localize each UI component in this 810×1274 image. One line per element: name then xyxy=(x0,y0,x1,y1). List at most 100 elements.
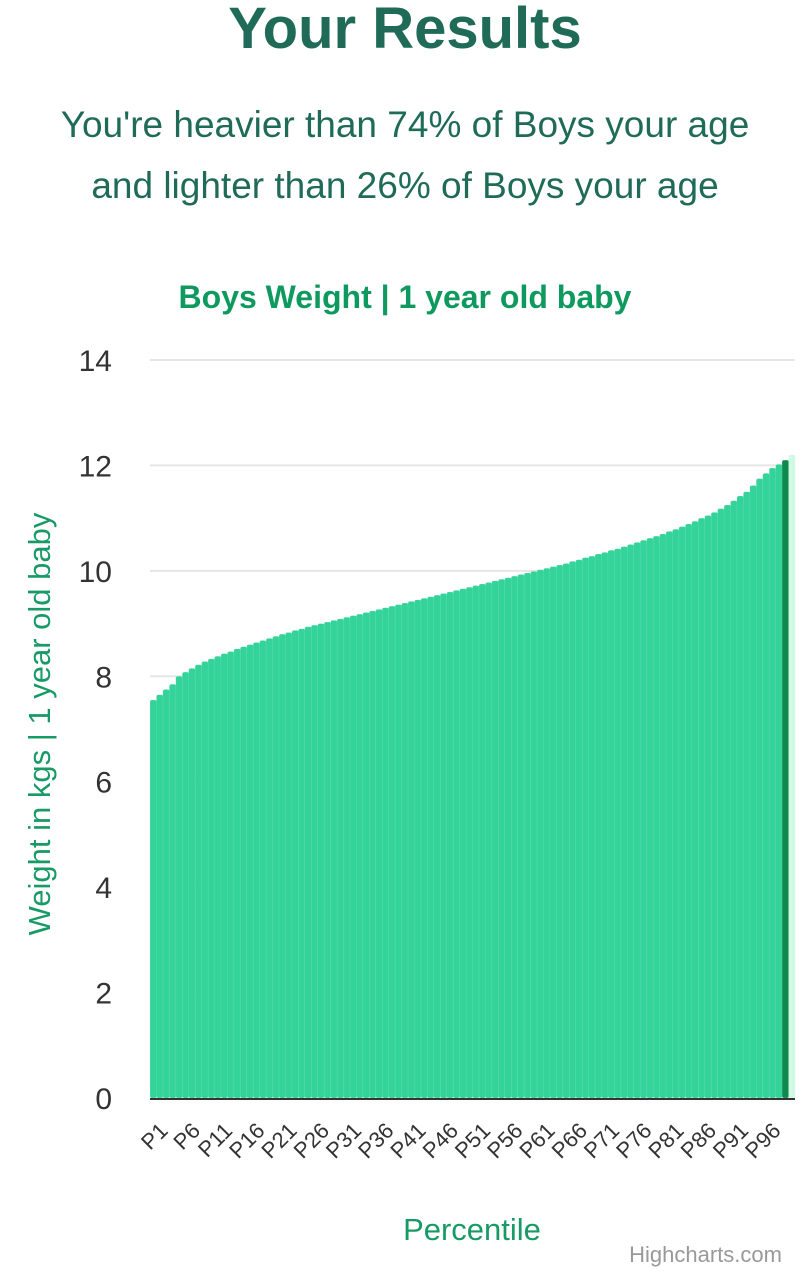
bar[interactable] xyxy=(685,523,693,1099)
bar[interactable] xyxy=(427,596,435,1099)
bar[interactable] xyxy=(246,644,254,1099)
bar[interactable] xyxy=(562,563,570,1099)
bar[interactable] xyxy=(452,590,461,1099)
bar[interactable] xyxy=(517,574,525,1099)
bar[interactable] xyxy=(788,454,796,1098)
bar[interactable] xyxy=(549,566,557,1099)
bar[interactable] xyxy=(388,605,396,1099)
bar[interactable] xyxy=(194,664,203,1099)
bar[interactable] xyxy=(356,613,364,1099)
bar[interactable] xyxy=(523,572,532,1099)
bar[interactable] xyxy=(646,537,654,1099)
bar[interactable] xyxy=(627,544,635,1099)
bar[interactable] xyxy=(614,548,622,1099)
bar[interactable] xyxy=(156,694,164,1099)
bar[interactable] xyxy=(446,591,454,1099)
bar[interactable] xyxy=(511,575,519,1099)
bar[interactable] xyxy=(317,623,325,1099)
bar[interactable] xyxy=(620,546,628,1099)
bar[interactable] xyxy=(652,535,661,1099)
bar[interactable] xyxy=(252,642,261,1099)
bar[interactable] xyxy=(459,588,467,1099)
bar[interactable] xyxy=(265,638,274,1099)
bar[interactable] xyxy=(730,500,738,1099)
bar[interactable] xyxy=(169,683,177,1099)
bar[interactable] xyxy=(240,646,248,1099)
bar[interactable] xyxy=(601,552,609,1099)
bar[interactable] xyxy=(498,579,506,1099)
bar[interactable] xyxy=(259,640,267,1099)
bar[interactable] xyxy=(749,485,757,1099)
bar[interactable] xyxy=(588,555,596,1099)
bar[interactable] xyxy=(291,630,299,1099)
bar[interactable] xyxy=(762,473,770,1099)
bar[interactable] xyxy=(362,612,370,1099)
bar[interactable] xyxy=(375,609,383,1099)
bar[interactable] xyxy=(543,568,551,1099)
bar[interactable] xyxy=(491,580,499,1099)
bar[interactable] xyxy=(691,521,699,1099)
bar[interactable] xyxy=(775,464,783,1099)
bar[interactable] xyxy=(536,569,544,1099)
bar[interactable] xyxy=(349,615,357,1099)
bar[interactable] xyxy=(182,671,190,1099)
bar[interactable] xyxy=(382,607,390,1099)
bar[interactable] xyxy=(149,699,157,1099)
bar[interactable] xyxy=(569,561,577,1099)
bar[interactable] xyxy=(659,533,667,1099)
bar[interactable] xyxy=(214,656,222,1099)
bar[interactable] xyxy=(278,633,286,1099)
bar[interactable] xyxy=(769,467,777,1099)
bar[interactable] xyxy=(420,598,428,1099)
bar[interactable] xyxy=(227,651,235,1099)
bar[interactable] xyxy=(433,594,441,1099)
bar[interactable] xyxy=(285,632,293,1099)
bar[interactable] xyxy=(401,602,409,1099)
bar[interactable] xyxy=(465,587,473,1099)
bar[interactable] xyxy=(336,618,344,1099)
bar[interactable] xyxy=(304,626,312,1099)
bar[interactable] xyxy=(175,676,183,1099)
highcharts-credits[interactable]: Highcharts.com xyxy=(629,1242,782,1267)
bar[interactable] xyxy=(530,571,538,1099)
bar[interactable] xyxy=(207,658,216,1099)
bar[interactable] xyxy=(162,689,170,1099)
bar[interactable] xyxy=(640,540,648,1099)
bar[interactable] xyxy=(330,620,338,1099)
bar[interactable] xyxy=(298,628,306,1099)
bar[interactable] xyxy=(188,668,196,1099)
bar[interactable] xyxy=(594,553,602,1099)
bar[interactable] xyxy=(478,583,486,1099)
bar[interactable] xyxy=(556,564,564,1099)
bar[interactable] xyxy=(440,593,448,1099)
bar[interactable] xyxy=(633,542,641,1099)
bar[interactable] xyxy=(607,550,615,1099)
bar-highlighted[interactable] xyxy=(781,459,790,1099)
bar[interactable] xyxy=(323,621,332,1099)
bar[interactable] xyxy=(220,653,228,1099)
bar[interactable] xyxy=(394,604,403,1099)
bar[interactable] xyxy=(672,529,680,1099)
bar[interactable] xyxy=(665,531,673,1099)
bar[interactable] xyxy=(704,515,712,1099)
bar[interactable] xyxy=(581,557,590,1099)
bar[interactable] xyxy=(723,504,731,1099)
bar[interactable] xyxy=(272,636,280,1099)
bar[interactable] xyxy=(575,559,583,1099)
bar[interactable] xyxy=(743,491,751,1099)
bar[interactable] xyxy=(343,617,351,1099)
bar[interactable] xyxy=(717,508,725,1099)
bar[interactable] xyxy=(736,495,744,1099)
bar[interactable] xyxy=(678,526,686,1099)
bar[interactable] xyxy=(414,599,422,1099)
bar[interactable] xyxy=(756,478,764,1099)
bar[interactable] xyxy=(369,610,377,1099)
bar[interactable] xyxy=(472,585,480,1099)
bar[interactable] xyxy=(201,661,209,1099)
bar[interactable] xyxy=(698,517,706,1099)
bar[interactable] xyxy=(233,648,241,1099)
bar-series[interactable] xyxy=(149,454,796,1099)
bar[interactable] xyxy=(504,577,512,1099)
bar[interactable] xyxy=(407,601,415,1099)
bar[interactable] xyxy=(485,582,493,1099)
